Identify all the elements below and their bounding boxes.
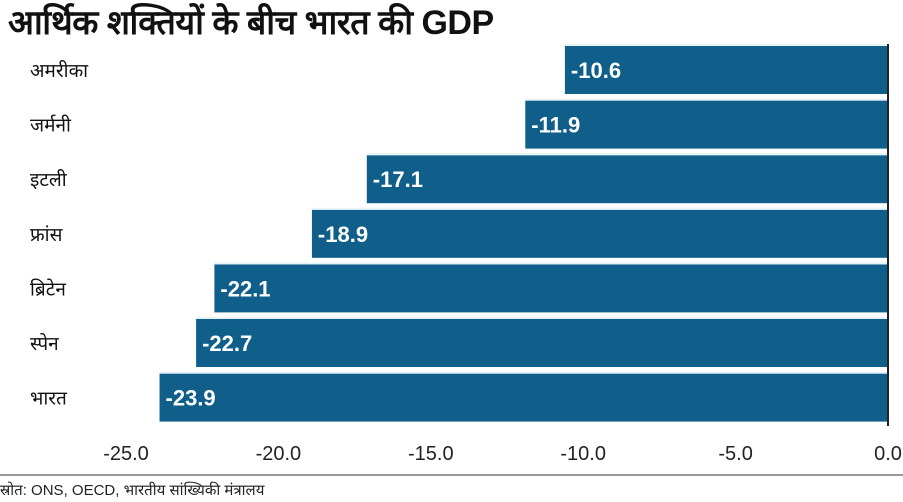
category-label: भारत (30, 389, 68, 410)
bar (214, 264, 889, 313)
category-label: अमरीका (30, 59, 89, 82)
source-note: स्रोत: ONS, OECD, भारतीय सांख्यिकी मंत्र… (0, 482, 265, 499)
data-label: -22.7 (202, 331, 252, 356)
bar (366, 155, 888, 204)
data-label: -18.9 (318, 222, 368, 247)
bar (159, 373, 888, 422)
bar (564, 46, 888, 94)
divider (0, 474, 903, 476)
data-label: -10.6 (571, 58, 621, 83)
x-tick-label: -15.0 (408, 443, 454, 465)
bar (196, 319, 888, 367)
data-label: -17.1 (373, 167, 423, 192)
category-label: फ्रांस (30, 225, 64, 246)
bar (311, 209, 889, 258)
category-label: जर्मनी (30, 114, 72, 137)
x-tick-label: -25.0 (103, 443, 149, 465)
x-tick-label: -10.0 (560, 443, 606, 465)
x-tick-label: -20.0 (256, 443, 302, 465)
category-label: ब्रिटेन (30, 277, 66, 300)
category-label: स्पेन (30, 332, 59, 355)
category-label: इटली (30, 168, 68, 191)
x-tick-label: -5.0 (718, 443, 752, 465)
bar-chart: -10.6 अमरीका -11.9 जर्मनी -17.1 इटली -18.9 फ्रा… (30, 44, 902, 465)
data-label: -11.9 (531, 113, 580, 138)
data-label: -23.9 (166, 386, 216, 411)
chart-title: आर्थिक शक्तियों के बीच भारत की GDP (8, 4, 494, 42)
data-label: -22.1 (220, 276, 270, 301)
x-tick-label: 0.0 (874, 443, 902, 465)
bar (525, 100, 888, 149)
